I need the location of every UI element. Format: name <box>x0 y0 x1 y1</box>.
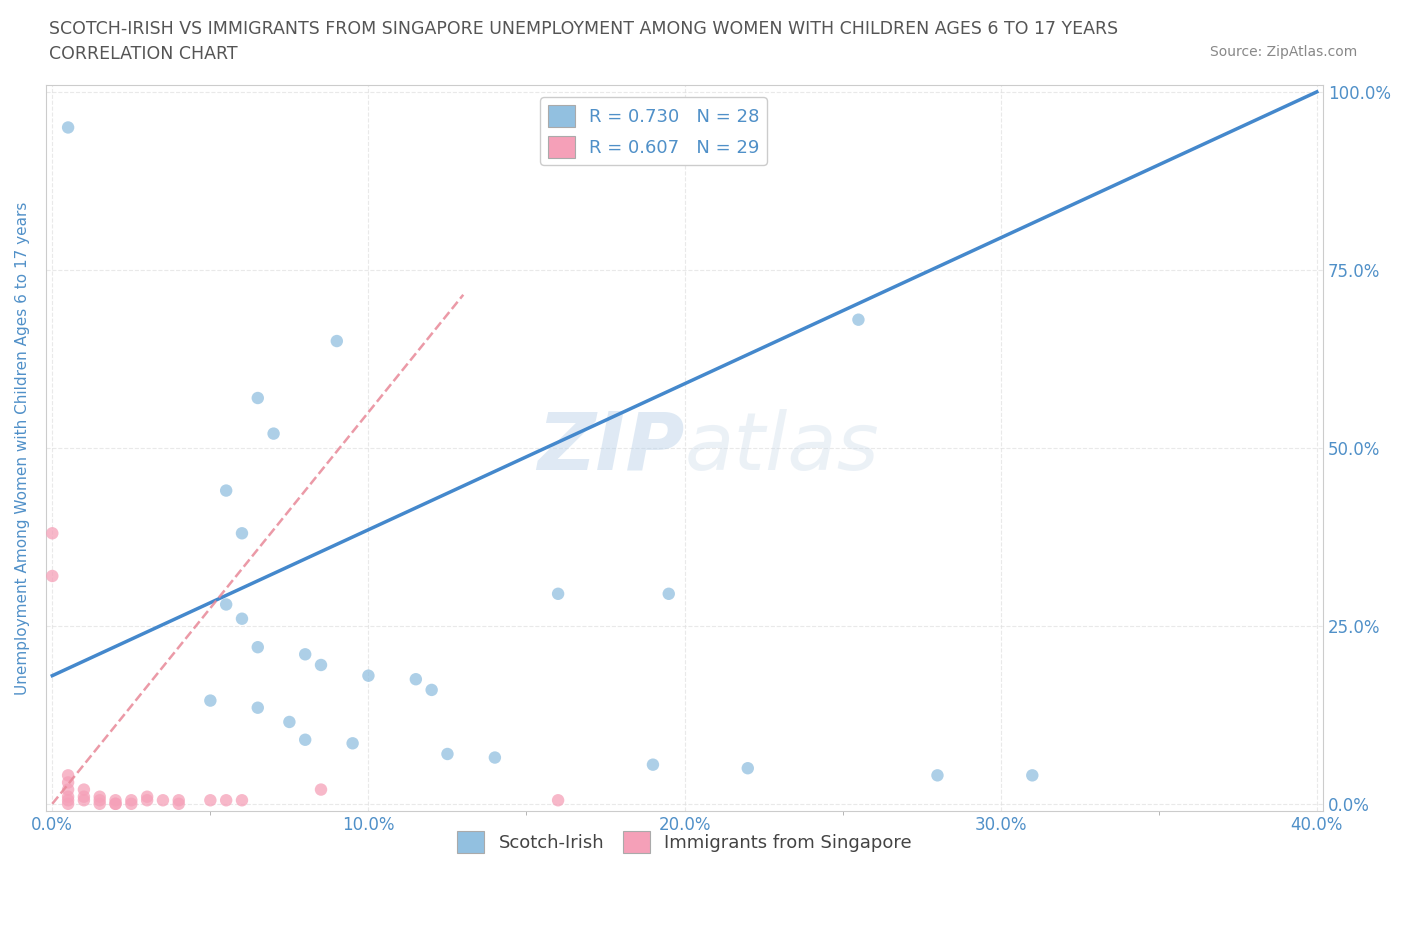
Point <box>1021 768 1043 783</box>
Point <box>246 640 269 655</box>
Point <box>56 775 79 790</box>
Point <box>200 792 222 807</box>
Point <box>658 586 681 601</box>
Point <box>231 792 253 807</box>
Point <box>246 700 269 715</box>
Point <box>56 790 79 804</box>
Point <box>357 669 380 684</box>
Point <box>136 790 159 804</box>
Point <box>41 525 63 540</box>
Point <box>152 792 174 807</box>
Point <box>278 714 301 729</box>
Point <box>56 768 79 783</box>
Legend: Scotch-Irish, Immigrants from Singapore: Scotch-Irish, Immigrants from Singapore <box>450 824 920 860</box>
Point <box>56 782 79 797</box>
Point <box>848 312 870 327</box>
Point <box>547 586 569 601</box>
Text: atlas: atlas <box>685 409 879 486</box>
Point <box>231 525 253 540</box>
Point <box>73 790 96 804</box>
Point <box>547 792 569 807</box>
Point <box>342 736 364 751</box>
Point <box>41 568 63 583</box>
Text: Source: ZipAtlas.com: Source: ZipAtlas.com <box>1209 45 1357 59</box>
Point <box>167 792 190 807</box>
Text: CORRELATION CHART: CORRELATION CHART <box>49 45 238 62</box>
Point <box>167 796 190 811</box>
Point <box>200 693 222 708</box>
Point <box>136 792 159 807</box>
Point <box>104 796 127 811</box>
Point <box>246 391 269 405</box>
Point <box>104 792 127 807</box>
Point <box>89 796 111 811</box>
Point <box>484 751 506 765</box>
Y-axis label: Unemployment Among Women with Children Ages 6 to 17 years: Unemployment Among Women with Children A… <box>15 201 30 695</box>
Point <box>231 611 253 626</box>
Point <box>737 761 759 776</box>
Point <box>326 334 349 349</box>
Point <box>215 597 238 612</box>
Point <box>89 792 111 807</box>
Point <box>294 732 316 747</box>
Text: ZIP: ZIP <box>537 409 685 486</box>
Point <box>56 796 79 811</box>
Point <box>56 792 79 807</box>
Point <box>120 796 142 811</box>
Point <box>104 796 127 811</box>
Point <box>73 782 96 797</box>
Point <box>641 757 664 772</box>
Point <box>215 483 238 498</box>
Point <box>73 792 96 807</box>
Point <box>436 747 458 762</box>
Point <box>263 426 285 441</box>
Point <box>89 790 111 804</box>
Point <box>927 768 949 783</box>
Point <box>120 792 142 807</box>
Point <box>309 782 332 797</box>
Point <box>56 120 79 135</box>
Point <box>420 683 443 698</box>
Text: SCOTCH-IRISH VS IMMIGRANTS FROM SINGAPORE UNEMPLOYMENT AMONG WOMEN WITH CHILDREN: SCOTCH-IRISH VS IMMIGRANTS FROM SINGAPOR… <box>49 20 1118 38</box>
Point <box>309 658 332 672</box>
Point <box>215 792 238 807</box>
Point <box>294 647 316 662</box>
Point <box>405 671 427 686</box>
